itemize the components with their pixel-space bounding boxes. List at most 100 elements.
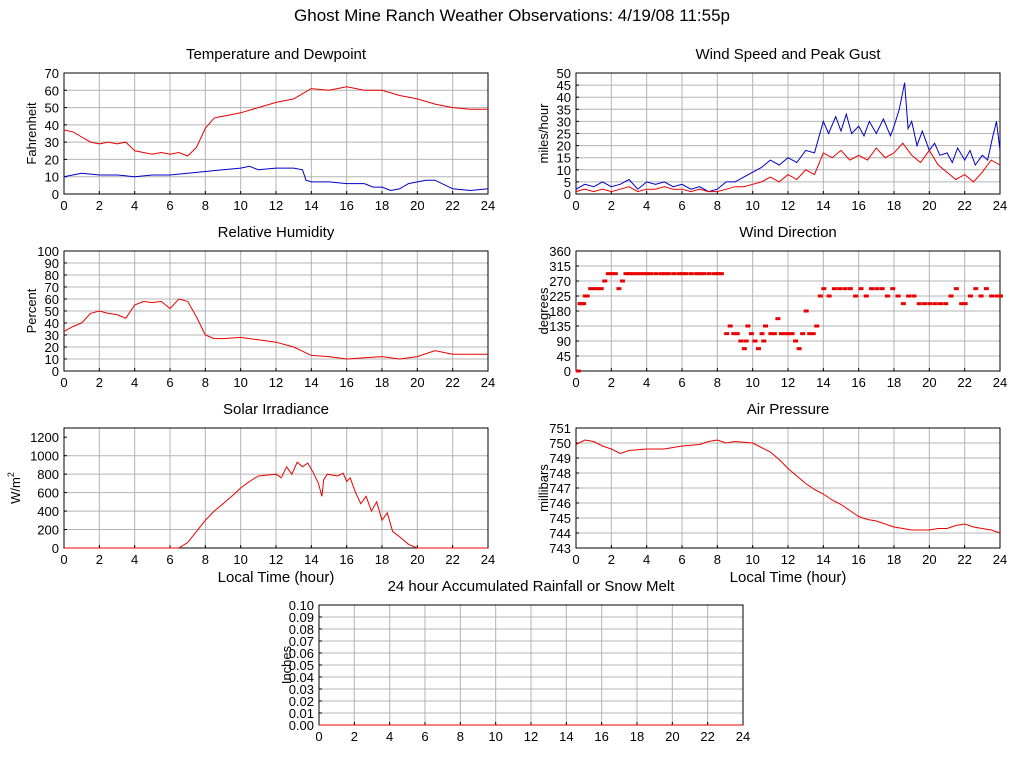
data-point — [927, 302, 933, 306]
x-tick-label: 14 — [816, 198, 830, 213]
x-tick-label: 12 — [781, 198, 795, 213]
chart-title: Solar Irradiance — [223, 401, 329, 418]
y-tick-label: 1200 — [30, 430, 59, 445]
y-tick-label: 180 — [549, 304, 571, 319]
data-point — [967, 294, 973, 298]
y-tick-label: 70 — [45, 66, 59, 81]
x-tick-label: 20 — [665, 729, 679, 744]
y-tick-label: 30 — [45, 135, 59, 150]
data-point — [978, 294, 984, 298]
x-tick-label: 10 — [745, 552, 759, 567]
data-point — [759, 332, 765, 336]
y-axis-label: Fahrenheit — [24, 102, 39, 165]
x-tick-label: 10 — [233, 198, 247, 213]
x-tick-label: 10 — [233, 552, 247, 567]
data-point — [831, 287, 837, 291]
y-tick-label: 5 — [564, 175, 571, 190]
data-point — [837, 287, 843, 291]
x-tick-label: 18 — [375, 198, 389, 213]
y-tick-label: 10 — [45, 352, 59, 367]
data-point — [879, 287, 885, 291]
y-tick-label: 743 — [549, 541, 571, 556]
x-tick-label: 12 — [524, 729, 538, 744]
data-point — [874, 287, 880, 291]
data-point — [937, 302, 943, 306]
y-tick-label: 60 — [45, 292, 59, 307]
x-tick-label: 24 — [993, 198, 1007, 213]
x-tick-label: 18 — [375, 375, 389, 390]
x-tick-label: 12 — [269, 552, 283, 567]
y-tick-label: 45 — [557, 349, 571, 364]
data-point — [962, 302, 968, 306]
x-tick-label: 20 — [410, 375, 424, 390]
y-tick-label: 745 — [549, 511, 571, 526]
y-axis-label: miles/hour — [536, 103, 551, 164]
x-tick-label: 14 — [304, 552, 318, 567]
y-tick-label: 747 — [549, 481, 571, 496]
data-point — [718, 272, 724, 276]
y-tick-label: 0 — [564, 187, 571, 202]
chart-title: Wind Direction — [739, 224, 837, 241]
data-point — [648, 272, 654, 276]
y-tick-label: 270 — [549, 274, 571, 289]
y-tick-label: 746 — [549, 496, 571, 511]
data-point — [630, 272, 636, 276]
data-point — [711, 272, 717, 276]
y-tick-label: 25 — [557, 127, 571, 142]
x-tick-label: 4 — [131, 552, 138, 567]
x-tick-label: 2 — [351, 729, 358, 744]
y-tick-label: 0.07 — [289, 634, 314, 649]
y-tick-label: 0.04 — [289, 670, 314, 685]
x-tick-label: 14 — [816, 552, 830, 567]
data-point — [786, 332, 791, 336]
data-point — [605, 272, 611, 276]
data-point — [637, 272, 643, 276]
y-tick-label: 135 — [549, 319, 571, 334]
x-tick-label: 14 — [304, 375, 318, 390]
y-tick-label: 751 — [549, 421, 571, 436]
x-tick-label: 12 — [269, 375, 283, 390]
x-tick-label: 2 — [608, 198, 615, 213]
x-tick-label: 10 — [488, 729, 502, 744]
x-tick-label: 8 — [457, 729, 464, 744]
x-tick-label: 0 — [60, 198, 67, 213]
x-tick-label: 18 — [375, 552, 389, 567]
y-tick-label: 200 — [37, 523, 59, 538]
x-tick-label: 2 — [608, 375, 615, 390]
y-tick-label: 360 — [549, 244, 571, 259]
y-tick-label: 0.09 — [289, 610, 314, 625]
y-tick-label: 20 — [557, 139, 571, 154]
data-point — [771, 332, 777, 336]
data-point — [916, 302, 922, 306]
data-point — [906, 294, 912, 298]
y-tick-label: 749 — [549, 451, 571, 466]
data-point — [575, 369, 581, 373]
x-tick-label: 8 — [202, 552, 209, 567]
data-point — [810, 332, 816, 336]
x-tick-label: 24 — [481, 198, 495, 213]
x-tick-label: 0 — [60, 375, 67, 390]
x-tick-label: 22 — [957, 198, 971, 213]
series-line-red — [64, 461, 488, 549]
x-tick-label: 14 — [559, 729, 573, 744]
data-point — [644, 272, 650, 276]
y-tick-label: 750 — [549, 436, 571, 451]
data-point — [803, 309, 809, 313]
data-point — [922, 302, 928, 306]
y-tick-label: 315 — [549, 259, 571, 274]
x-tick-label: 12 — [781, 552, 795, 567]
x-tick-label: 22 — [957, 552, 971, 567]
data-point — [989, 294, 995, 298]
data-point — [973, 287, 979, 291]
chart-title: Relative Humidity — [218, 224, 335, 241]
data-point — [745, 324, 751, 328]
data-point — [778, 332, 784, 336]
y-axis-label: Inches — [279, 645, 294, 684]
y-tick-label: 0 — [52, 364, 59, 379]
x-tick-label: 20 — [922, 375, 936, 390]
data-point — [612, 272, 618, 276]
y-axis-label: W/m2 — [6, 472, 23, 504]
